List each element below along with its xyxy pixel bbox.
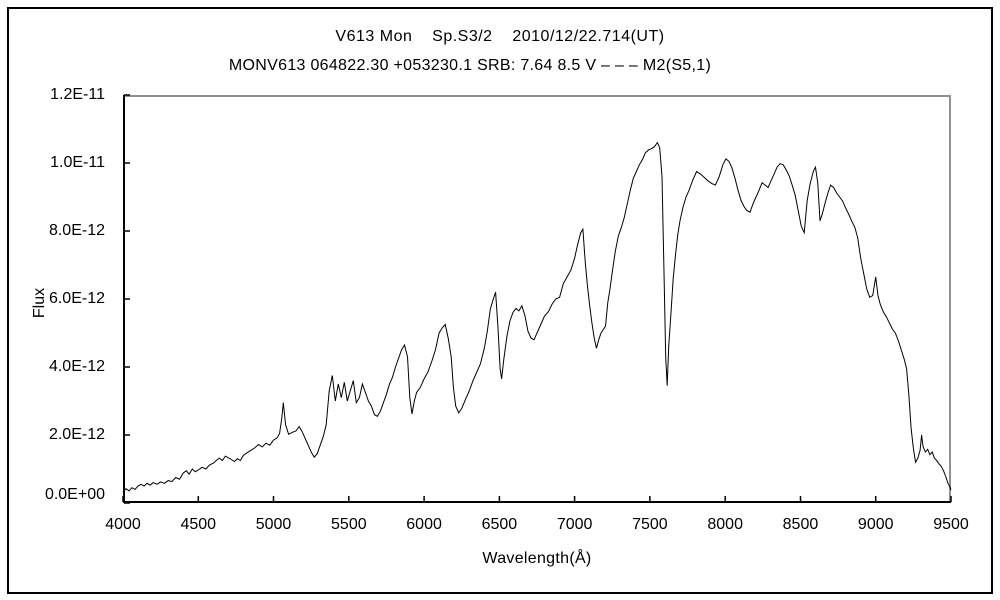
y-tick-label: 6.0E-12 xyxy=(48,290,105,307)
chart-subtitle: MONV613 064822.30 +053230.1 SRB: 7.64 8.… xyxy=(228,57,712,74)
y-tick-label: 1.0E-11 xyxy=(50,154,105,171)
x-tick-label: 7000 xyxy=(556,516,593,533)
x-axis-ticks xyxy=(122,496,952,502)
plot-frame-light xyxy=(123,95,951,503)
x-tick-label: 5000 xyxy=(255,516,292,533)
y-tick-label: 8.0E-12 xyxy=(48,222,105,239)
x-tick-label: 9000 xyxy=(857,516,894,533)
x-axis-title: Wavelength(Å) xyxy=(482,550,592,567)
spectrum-line xyxy=(122,141,952,493)
x-tick-label: 4000 xyxy=(105,516,141,533)
plot-frame-dark xyxy=(123,95,951,503)
chart-title: V613 Mon Sp.S3/2 2010/12/22.714(UT) xyxy=(335,28,665,45)
y-tick-label: 1.2E-11 xyxy=(50,86,105,103)
x-tick-label: 6500 xyxy=(481,516,518,533)
x-tick-label: 7500 xyxy=(632,516,668,533)
x-tick-label: 4500 xyxy=(180,516,217,533)
x-tick-label: 8500 xyxy=(782,516,819,533)
y-tick-label: 4.0E-12 xyxy=(48,358,105,375)
x-tick-label: 9500 xyxy=(933,516,969,533)
y-axis-ticks xyxy=(124,94,130,504)
y-tick-label: 2.0E-12 xyxy=(48,426,105,443)
x-tick-label: 6000 xyxy=(406,516,442,533)
y-tick-label: 0.0E+00 xyxy=(44,486,105,503)
x-tick-label: 5500 xyxy=(331,516,367,533)
x-tick-label: 8000 xyxy=(707,516,743,533)
spectrum-plot xyxy=(122,94,952,504)
